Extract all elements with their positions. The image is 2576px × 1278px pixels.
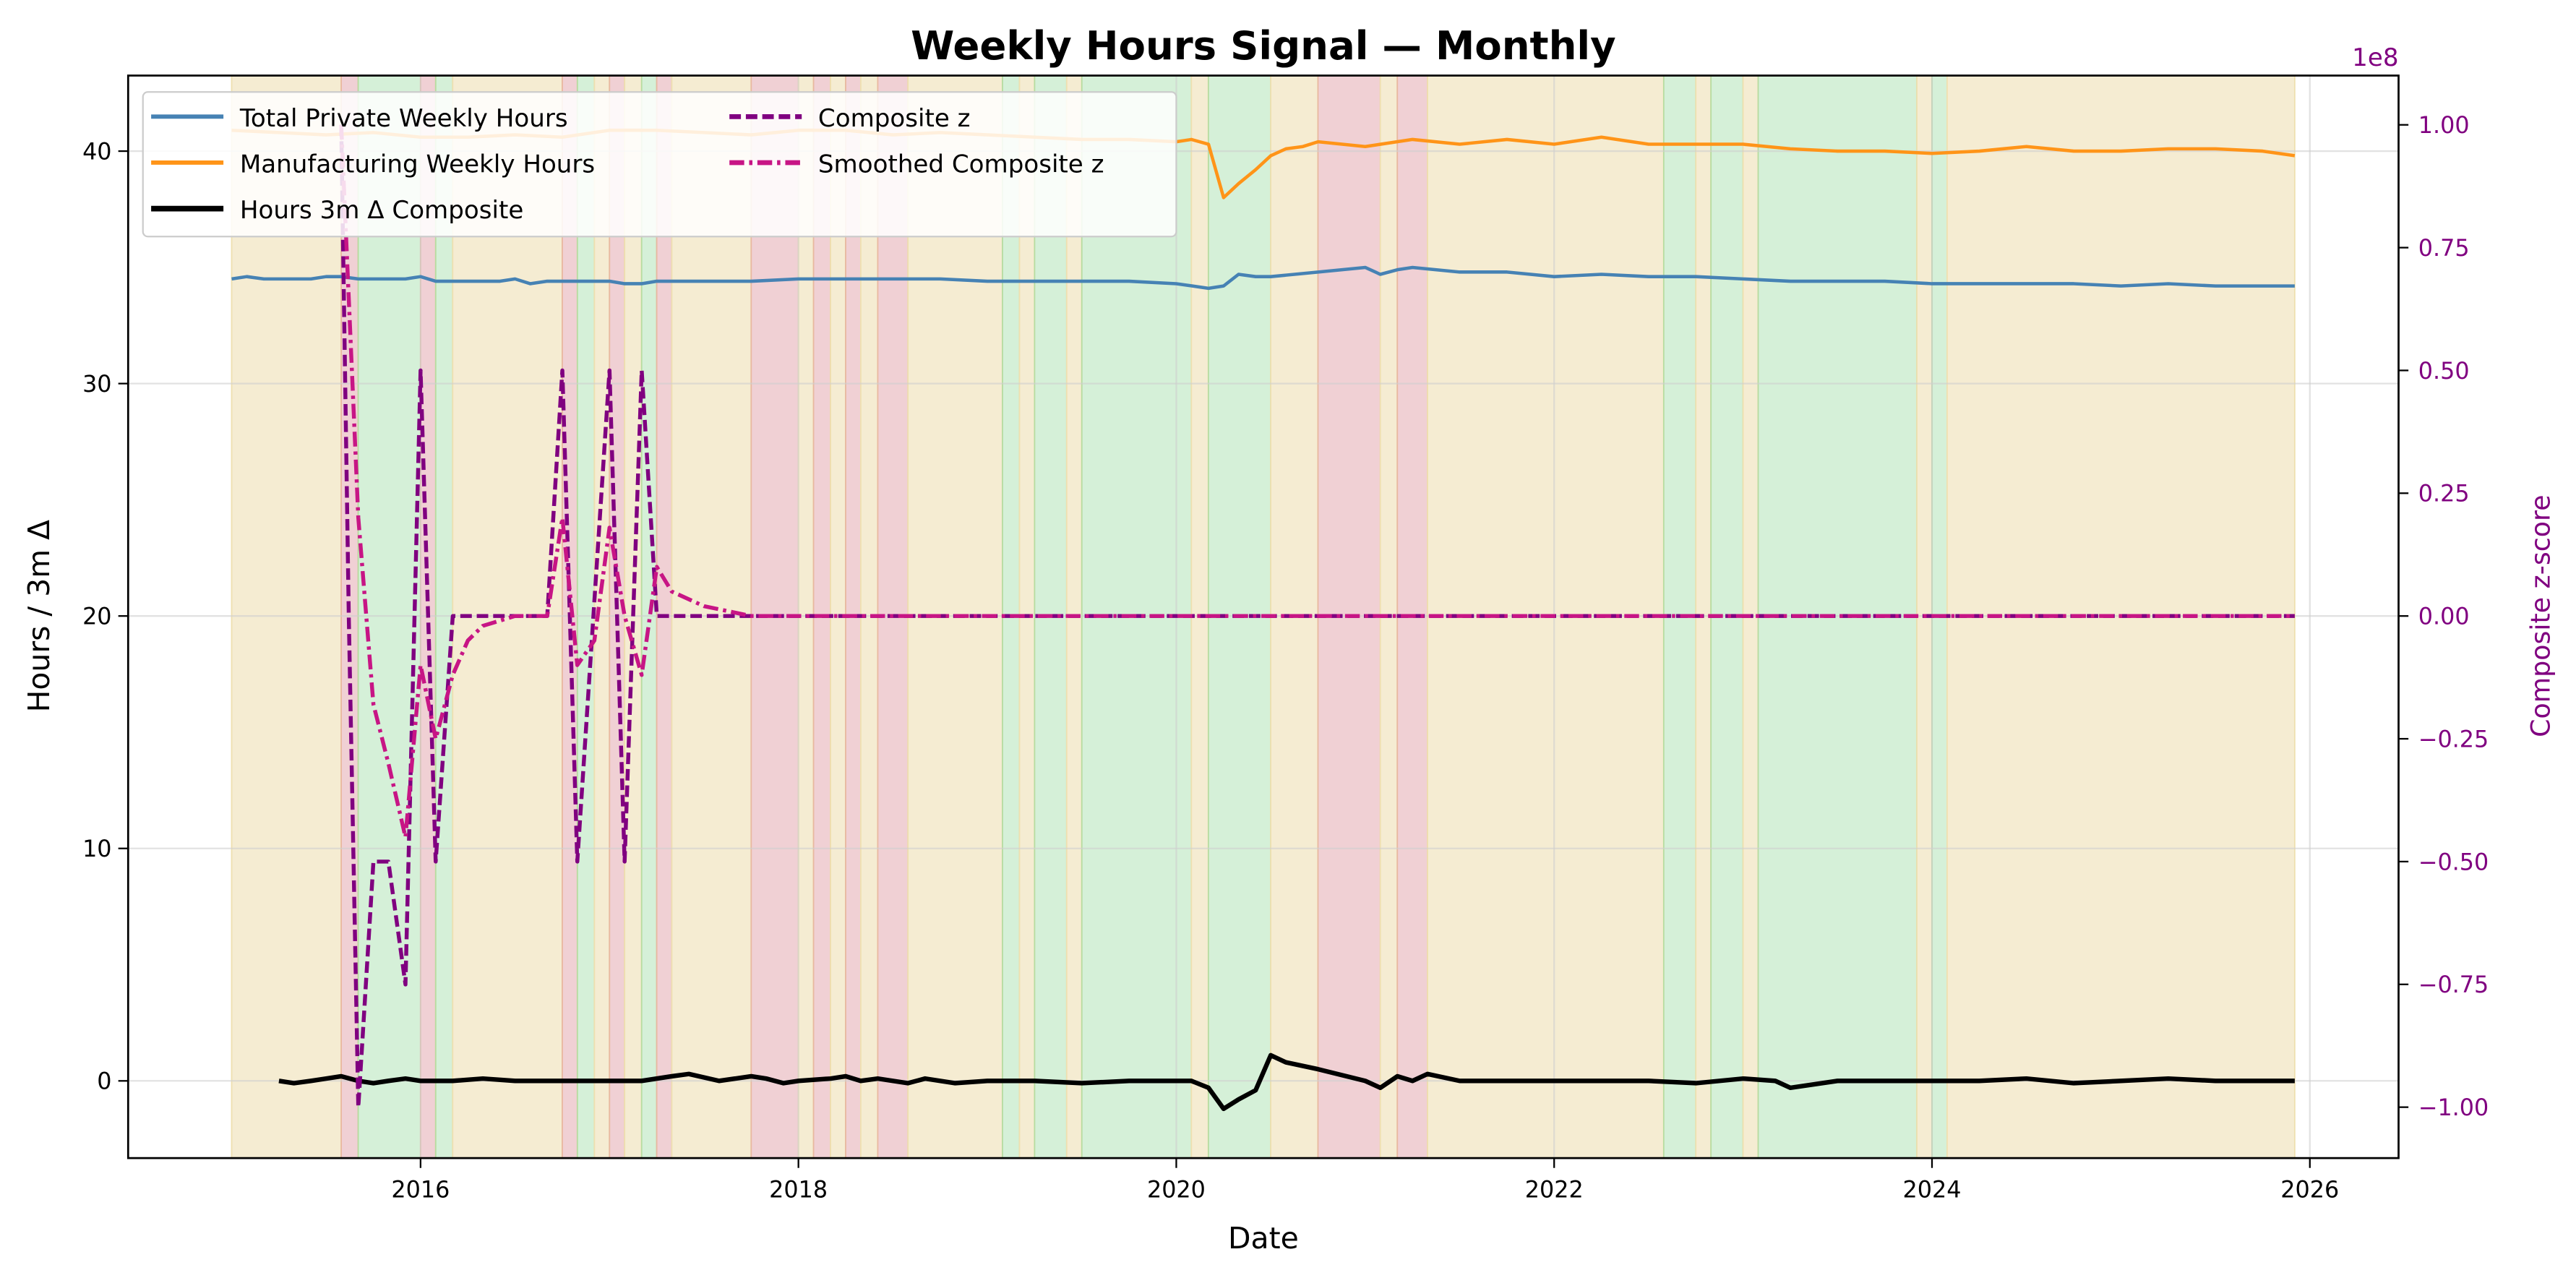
x-tick-label: 2026 <box>2280 1176 2339 1204</box>
legend-label: Manufacturing Weekly Hours <box>240 150 595 179</box>
y-right-tick-label: −0.25 <box>2418 725 2489 752</box>
x-tick-label: 2022 <box>1525 1176 1584 1204</box>
y-tick-label: 40 <box>82 137 111 165</box>
y-tick-label: 20 <box>82 603 111 630</box>
y-tick-label: 0 <box>97 1068 111 1095</box>
y-right-tick-label: 1.00 <box>2418 111 2470 139</box>
y-right-tick-label: 0.25 <box>2418 480 2470 507</box>
y-tick-label: 30 <box>82 370 111 398</box>
right-axis-offset: 1e8 <box>2352 43 2398 72</box>
y-right-tick-label: 0.50 <box>2418 357 2470 385</box>
y-right-tick-label: −0.50 <box>2418 848 2489 875</box>
x-tick-label: 2020 <box>1147 1176 1206 1204</box>
legend: Total Private Weekly Hours Manufacturing … <box>142 91 1177 238</box>
y-axis-right: −1.00 −0.75 −0.50 −0.25 0.00 0.25 0.50 0.75 1.00 <box>2398 111 2489 1121</box>
series-smoothed-composite-z <box>339 124 2295 839</box>
y-axis-right-label: Composite z-score <box>2525 494 2556 737</box>
y-tick-label: 10 <box>82 835 111 862</box>
legend-label: Hours 3m Δ Composite <box>240 196 523 225</box>
x-tick-label: 2024 <box>1903 1176 1962 1204</box>
y-axis-left: 0 10 20 30 40 <box>82 137 129 1095</box>
x-tick-label: 2016 <box>391 1176 450 1204</box>
y-axis-label: Hours / 3m Δ <box>22 520 56 712</box>
y-right-tick-label: −1.00 <box>2418 1094 2489 1121</box>
legend-label: Smoothed Composite z <box>818 150 1104 179</box>
series-total-private-weekly-hours <box>231 265 2295 291</box>
y-right-tick-label: −0.75 <box>2418 971 2489 998</box>
series-hours-3m-composite <box>278 1052 2295 1112</box>
legend-label: Composite z <box>818 104 971 133</box>
legend-box <box>142 91 1177 238</box>
y-right-tick-label: 0.75 <box>2418 234 2470 262</box>
x-axis-label: Date <box>1228 1221 1299 1256</box>
legend-label: Total Private Weekly Hours <box>239 104 568 133</box>
chart-title: Weekly Hours Signal — Monthly <box>911 22 1616 69</box>
y-right-tick-label: 0.00 <box>2418 603 2470 630</box>
x-axis: 2016 2018 2020 2022 2024 2026 <box>391 1158 2339 1204</box>
x-tick-label: 2018 <box>769 1176 828 1204</box>
